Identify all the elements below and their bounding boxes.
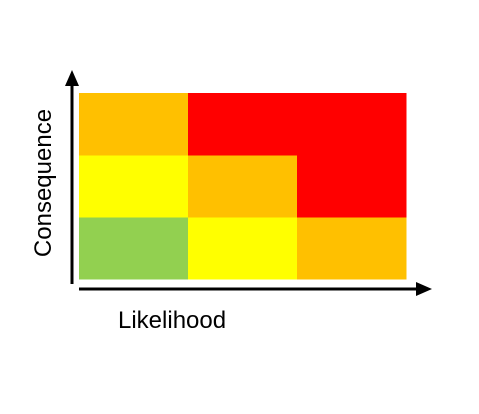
- heatmap-cell-l3-c1: [297, 217, 407, 280]
- heatmap-cell-l2-c2: [188, 155, 298, 218]
- heatmap-cell-l2-c3: [188, 93, 298, 156]
- heatmap-cells: [79, 93, 407, 280]
- heatmap-cell-l1-c3: [79, 93, 189, 156]
- y-axis-arrow-icon: [65, 70, 79, 86]
- heatmap-cell-l3-c2: [297, 155, 407, 218]
- x-axis-arrow-icon: [416, 282, 432, 296]
- heatmap-cell-l1-c1: [79, 217, 189, 280]
- heatmap-cell-l1-c2: [79, 155, 189, 218]
- y-axis-label: Consequence: [30, 108, 57, 258]
- x-axis-label: Likelihood: [118, 307, 227, 334]
- axes: [65, 70, 432, 296]
- heatmap-cell-l3-c3: [297, 93, 407, 156]
- heatmap-cell-l2-c1: [188, 217, 298, 280]
